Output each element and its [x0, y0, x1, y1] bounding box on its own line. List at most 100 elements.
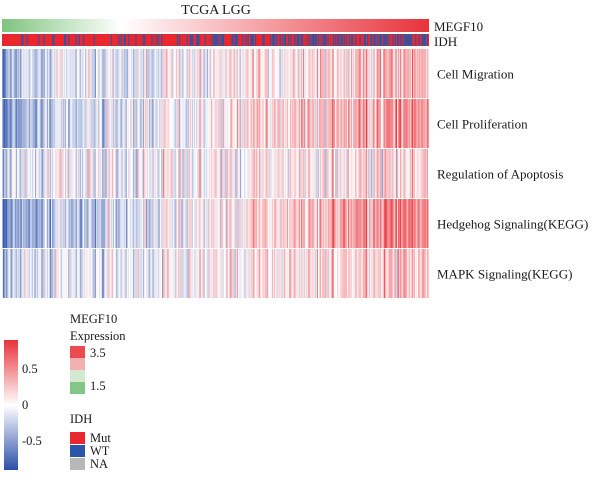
heatmap-cell: [116, 49, 118, 98]
heatmap-cell: [5, 149, 7, 198]
heatmap-row: [2, 199, 430, 248]
heatmap-cell: [325, 249, 327, 298]
heatmap-cell: [169, 149, 171, 198]
heatmap-cell: [390, 149, 392, 198]
heatmap-cell: [71, 249, 73, 298]
heatmap-cell: [255, 49, 257, 98]
heatmap-cell: [340, 49, 342, 98]
heatmap-cell: [76, 99, 78, 148]
heatmap-cell: [326, 49, 328, 98]
heatmap-cell: [329, 249, 331, 298]
heatmap-cell: [282, 149, 284, 198]
heatmap-cell: [95, 249, 98, 298]
heatmap-cell: [93, 249, 95, 298]
idh-track-cell: [386, 34, 388, 46]
heatmap-cell: [13, 49, 15, 98]
heatmap-cell: [257, 249, 259, 298]
heatmap-cell: [235, 49, 237, 98]
heatmap-cell: [423, 149, 425, 198]
idh-track-cell: [255, 34, 257, 46]
heatmap-cell: [68, 99, 70, 148]
heatmap-cell: [346, 49, 348, 98]
heatmap-cell: [237, 99, 240, 148]
heatmap-cell: [404, 249, 406, 298]
heatmap-cell: [170, 99, 172, 148]
heatmap-cell: [103, 49, 105, 98]
heatmap-cell: [323, 249, 325, 298]
heatmap-cell: [236, 249, 238, 298]
heatmap-cell: [83, 149, 85, 198]
heatmap-cell: [146, 99, 148, 148]
heatmap-cell: [220, 149, 222, 198]
heatmap-cell: [388, 149, 390, 198]
heatmap-cell: [180, 49, 182, 98]
heatmap-cell: [218, 249, 220, 298]
heatmap-cell: [271, 249, 273, 298]
heatmap-cell: [331, 199, 333, 248]
heatmap-cell: [189, 49, 191, 98]
heatmap-cell: [233, 149, 235, 198]
idh-track-cell: [222, 34, 225, 46]
heatmap-cell: [241, 199, 243, 248]
heatmap-cell: [363, 149, 365, 198]
heatmap-cell: [308, 49, 310, 98]
heatmap-cell: [234, 199, 236, 248]
heatmap-cell: [26, 199, 28, 248]
heatmap-cell: [307, 99, 309, 148]
heatmap-cell: [253, 249, 256, 298]
heatmap-cell: [8, 199, 10, 248]
heatmap-cell: [422, 199, 424, 248]
heatmap-cell: [205, 149, 208, 198]
heatmap-cell: [186, 249, 188, 298]
heatmap-cell: [283, 49, 285, 98]
heatmap-cell: [20, 199, 22, 248]
heatmap-cell: [299, 49, 301, 98]
heatmap-cell: [151, 99, 153, 148]
heatmap-cell: [115, 199, 117, 248]
heatmap-cell: [152, 149, 154, 198]
heatmap-cell: [57, 249, 59, 298]
heatmap-cell: [267, 199, 269, 248]
heatmap-cell: [153, 249, 155, 298]
heatmap-cell: [118, 199, 120, 248]
heatmap-cell: [226, 199, 228, 248]
expression-swatch: [70, 358, 85, 370]
heatmap-cell: [376, 149, 378, 198]
heatmap-cell: [23, 199, 25, 248]
heatmap-cell: [44, 249, 46, 298]
heatmap-cell: [158, 149, 161, 198]
heatmap-cell: [398, 149, 400, 198]
heatmap-cell: [77, 49, 79, 98]
heatmap-cell: [215, 199, 217, 248]
heatmap-cell: [422, 249, 424, 298]
heatmap-cell: [425, 149, 427, 198]
heatmap-cell: [106, 149, 108, 198]
heatmap-cell: [188, 149, 190, 198]
heatmap-cell: [265, 149, 267, 198]
heatmap-cell: [42, 199, 44, 248]
heatmap-cell: [283, 199, 285, 248]
heatmap-cell: [193, 249, 195, 298]
heatmap-cell: [383, 199, 385, 248]
heatmap-cell: [358, 149, 360, 198]
heatmap-cell: [190, 99, 193, 148]
heatmap-cell: [418, 99, 420, 148]
heatmap-cell: [129, 99, 131, 148]
heatmap-cell: [276, 249, 278, 298]
heatmap-cell: [384, 199, 386, 248]
heatmap-cell: [54, 49, 56, 98]
heatmap-cell: [271, 199, 273, 248]
heatmap-cell: [122, 99, 124, 148]
heatmap-cell: [66, 249, 68, 298]
heatmap-cell: [71, 99, 73, 148]
heatmap-cell: [285, 249, 288, 298]
idh-track-label: IDH: [434, 34, 457, 49]
heatmap-cell: [3, 249, 5, 298]
heatmap-cell: [240, 99, 242, 148]
expression-legend-title-line2: Expression: [70, 329, 126, 343]
heatmap-cell: [198, 99, 200, 148]
idh-track-cell: [231, 34, 233, 46]
heatmap-cell: [249, 199, 251, 248]
heatmap-cell: [189, 199, 191, 248]
